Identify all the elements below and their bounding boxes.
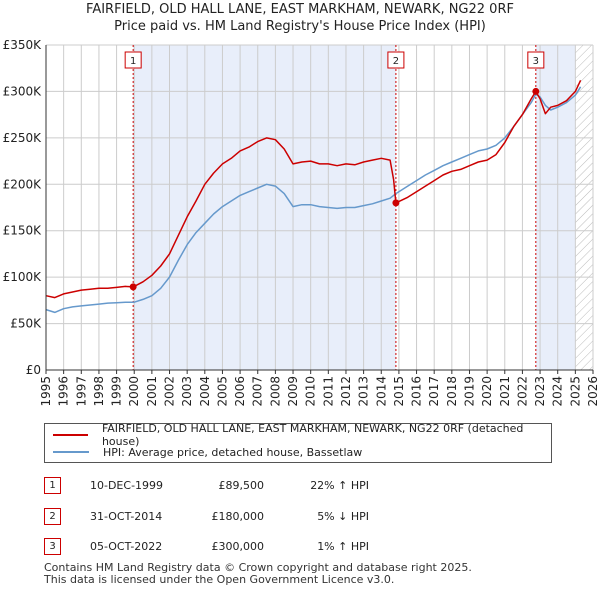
sale-point	[532, 87, 540, 95]
footer-licence: This data is licensed under the Open Gov…	[44, 573, 395, 586]
y-tick-label: £0	[26, 363, 41, 377]
x-tick-label: 2021	[498, 376, 512, 407]
transaction-number: 1	[44, 477, 61, 494]
sale-label: 3	[533, 56, 539, 67]
x-tick-label: 2020	[480, 376, 494, 407]
transaction-number: 3	[44, 538, 61, 555]
x-tick-label: 2017	[427, 376, 441, 407]
transaction-hpi: 22% ↑ HPI	[310, 479, 369, 492]
y-tick-label: £150K	[3, 224, 43, 238]
transaction-price: £89,500	[218, 479, 265, 492]
x-tick-label: 2016	[410, 376, 424, 407]
sale-point	[392, 199, 400, 207]
legend-swatch-hpi	[53, 451, 89, 453]
x-tick-label: 2014	[374, 376, 388, 407]
transaction-number: 2	[44, 508, 61, 525]
y-tick-label: £250K	[3, 131, 43, 145]
transaction-row-1: 1 10-DEC-1999 £89,500 22% ↑ HPI	[44, 477, 564, 495]
x-tick-label: 1999	[110, 376, 124, 407]
transaction-hpi: 1% ↑ HPI	[317, 540, 369, 553]
price-chart: 1 2 3 £0 £50K £100K £150K £200K £250K £300K £350K…	[3, 38, 600, 407]
legend-swatch-property	[53, 434, 88, 436]
x-tick-label: 2001	[145, 376, 159, 407]
x-tick-label: 2002	[163, 376, 177, 407]
x-tick-label: 1995	[39, 376, 53, 407]
legend: FAIRFIELD, OLD HALL LANE, EAST MARKHAM, …	[44, 422, 552, 463]
sale-point	[129, 283, 137, 291]
x-tick-label: 2004	[198, 376, 212, 407]
legend-label-hpi: HPI: Average price, detached house, Bass…	[103, 445, 363, 459]
x-tick-label: 2011	[321, 376, 335, 407]
x-tick-label: 2007	[251, 376, 265, 407]
transaction-date: 31-OCT-2014	[90, 510, 163, 523]
sale-label: 1	[130, 56, 136, 67]
property-price-line	[45, 79, 582, 299]
sale-label-box	[527, 51, 545, 69]
y-tick-label: £50K	[10, 317, 42, 331]
sale-label-box	[387, 51, 405, 69]
x-tick-label: 2023	[533, 376, 547, 407]
x-tick-label: 2026	[586, 376, 600, 407]
sale-label: 2	[393, 56, 399, 67]
x-tick-label: 2022	[515, 376, 529, 407]
x-tick-label: 2008	[268, 376, 282, 407]
x-tick-label: 2013	[357, 376, 371, 407]
future-hatch	[575, 45, 593, 370]
y-tick-label: £350K	[3, 38, 43, 52]
x-tick-label: 2018	[445, 376, 459, 407]
transaction-date: 05-OCT-2022	[90, 540, 163, 553]
x-tick-label: 2000	[127, 376, 141, 407]
x-tick-label: 2006	[233, 376, 247, 407]
sale-label-box	[124, 51, 142, 69]
y-tick-label: £100K	[3, 270, 43, 284]
transaction-row-3: 3 05-OCT-2022 £300,000 1% ↑ HPI	[44, 538, 564, 556]
chart-title: FAIRFIELD, OLD HALL LANE, EAST MARKHAM, …	[86, 2, 514, 17]
transaction-hpi: 5% ↓ HPI	[317, 510, 369, 523]
legend-label-property: FAIRFIELD, OLD HALL LANE, EAST MARKHAM, …	[101, 422, 524, 448]
ownership-shade	[535, 45, 576, 370]
x-tick-label: 2010	[304, 376, 318, 407]
x-tick-label: 1998	[92, 376, 106, 407]
transaction-date: 10-DEC-1999	[90, 479, 164, 492]
x-tick-label: 2019	[462, 376, 476, 407]
x-tick-label: 2003	[180, 376, 194, 407]
x-tick-label: 2025	[568, 376, 582, 407]
x-tick-label: 2012	[339, 376, 353, 407]
chart-subtitle: Price paid vs. HM Land Registry's House …	[114, 19, 486, 34]
transaction-price: £180,000	[211, 510, 265, 523]
x-tick-label: 2024	[551, 376, 565, 407]
transaction-price: £300,000	[211, 540, 265, 553]
x-tick-label: 2005	[215, 376, 229, 407]
hpi-line	[45, 86, 582, 314]
x-tick-label: 1996	[57, 376, 71, 407]
y-tick-label: £200K	[3, 177, 43, 191]
legend-item-hpi: HPI: Average price, detached house, Bass…	[53, 444, 362, 460]
transaction-row-2: 2 31-OCT-2014 £180,000 5% ↓ HPI	[44, 508, 564, 526]
footer-copyright: Contains HM Land Registry data © Crown c…	[44, 561, 472, 574]
legend-item-property: FAIRFIELD, OLD HALL LANE, EAST MARKHAM, …	[53, 422, 551, 448]
x-tick-label: 2009	[286, 376, 300, 407]
x-tick-label: 1997	[74, 376, 88, 407]
x-tick-label: 2015	[392, 376, 406, 407]
y-tick-label: £300K	[3, 84, 43, 98]
